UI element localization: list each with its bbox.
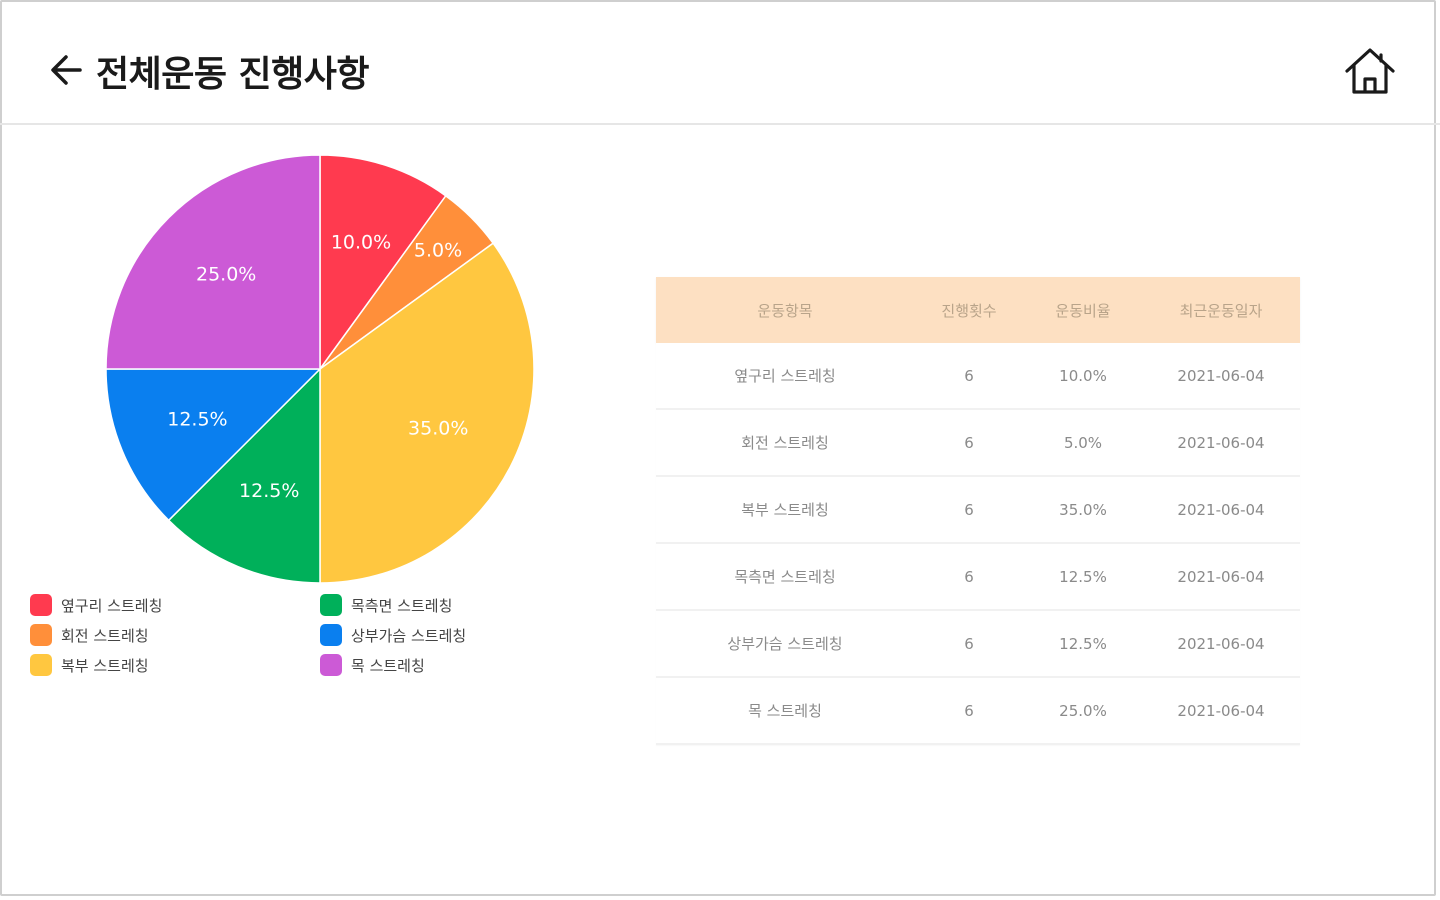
cell-exercise: 상부가슴 스트레칭 [727,635,843,653]
cell-exercise: 목측면 스트레칭 [734,568,836,586]
table-row[interactable]: 목측면 스트레칭 6 12.5% 2021-06-04 [656,544,1300,611]
legend-swatch [320,654,342,676]
pie-slice[interactable] [105,368,322,522]
table-row[interactable]: 회전 스트레칭 6 5.0% 2021-06-04 [656,410,1300,477]
legend-label: 상부가슴 스트레칭 [351,626,467,645]
legend-swatch [30,624,52,646]
home-button[interactable] [1342,44,1398,98]
legend-label: 옆구리 스트레칭 [61,596,163,615]
cell-count: 6 [964,634,974,653]
cell-date: 2021-06-04 [1177,433,1265,452]
cell-exercise: 복부 스트레칭 [741,501,829,519]
slice-label: 12.5% [167,408,227,430]
legend-label: 복부 스트레칭 [61,656,149,675]
cell-exercise: 회전 스트레칭 [741,434,829,452]
table-row[interactable]: 옆구리 스트레칭 6 10.0% 2021-06-04 [656,343,1300,410]
slice-label: 10.0% [331,231,391,253]
cell-count: 6 [964,500,974,519]
column-header-count: 진행횟수 [941,301,997,320]
table-row[interactable]: 상부가슴 스트레칭 6 12.5% 2021-06-04 [656,611,1300,678]
pie-slice[interactable] [167,367,321,584]
arrow-left-icon [51,55,82,85]
cell-count: 6 [964,366,974,385]
cell-count: 6 [964,701,974,720]
legend-item: 상부가슴 스트레칭 [320,622,466,648]
cell-count: 6 [964,567,974,586]
legend-item: 목측면 스트레칭 [320,592,452,618]
legend-swatch [30,654,52,676]
legend-item: 회전 스트레칭 [30,622,149,648]
column-header-date: 최근운동일자 [1179,301,1263,320]
legend-label: 회전 스트레칭 [61,626,149,645]
cell-ratio: 5.0% [1063,433,1103,452]
legend-item: 목 스트레칭 [320,652,425,678]
legend-swatch [320,624,342,646]
cell-date: 2021-06-04 [1177,500,1265,519]
back-button[interactable] [44,48,88,92]
cell-date: 2021-06-04 [1177,567,1265,586]
cell-date: 2021-06-04 [1177,701,1265,720]
table-row[interactable]: 목 스트레칭 6 25.0% 2021-06-04 [656,678,1300,745]
exercise-table: 운동항목 진행횟수 운동비율 최근운동일자 옆구리 스트레칭 6 10.0% 2… [656,277,1300,745]
slice-label: 25.0% [196,264,256,286]
pie-chart: 10.0% 5.0% 35.0% 12.5% 12.5% 25.0% [100,150,540,590]
cell-ratio: 12.5% [1059,634,1107,653]
slice-label: 5.0% [414,239,462,261]
cell-date: 2021-06-04 [1177,634,1265,653]
pie-slice[interactable] [105,154,321,370]
column-header-exercise: 운동항목 [757,301,813,320]
legend-label: 목측면 스트레칭 [351,596,453,615]
table-row[interactable]: 복부 스트레칭 6 35.0% 2021-06-04 [656,477,1300,544]
cell-ratio: 10.0% [1059,366,1107,385]
slice-label: 35.0% [408,418,468,440]
chart-legend: 옆구리 스트레칭 목측면 스트레칭 회전 스트레칭 상부가슴 스트레칭 복부 스… [30,592,590,692]
cell-exercise: 옆구리 스트레칭 [734,367,836,385]
slice-label: 12.5% [239,480,299,502]
table-header: 운동항목 진행횟수 운동비율 최근운동일자 [656,277,1300,343]
cell-ratio: 12.5% [1059,567,1107,586]
page-title: 전체운동 진행사항 [96,54,370,95]
cell-ratio: 35.0% [1059,500,1107,519]
pie-slice[interactable] [319,154,447,372]
cell-date: 2021-06-04 [1177,366,1265,385]
pie-slice[interactable] [319,242,535,584]
cell-count: 6 [964,433,974,452]
cell-exercise: 목 스트레칭 [748,702,822,720]
home-icon [1345,48,1395,94]
app-header: 전체운동 진행사항 [0,0,1440,125]
legend-label: 목 스트레칭 [351,656,425,675]
legend-swatch [320,594,342,616]
legend-item: 복부 스트레칭 [30,652,149,678]
legend-swatch [30,594,52,616]
cell-ratio: 25.0% [1059,701,1107,720]
pie-chart-svg: 10.0% 5.0% 35.0% 12.5% 12.5% 25.0% [105,154,535,584]
legend-item: 옆구리 스트레칭 [30,592,162,618]
column-header-ratio: 운동비율 [1055,301,1111,320]
